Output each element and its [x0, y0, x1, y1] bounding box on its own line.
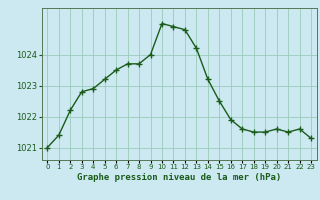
X-axis label: Graphe pression niveau de la mer (hPa): Graphe pression niveau de la mer (hPa): [77, 173, 281, 182]
